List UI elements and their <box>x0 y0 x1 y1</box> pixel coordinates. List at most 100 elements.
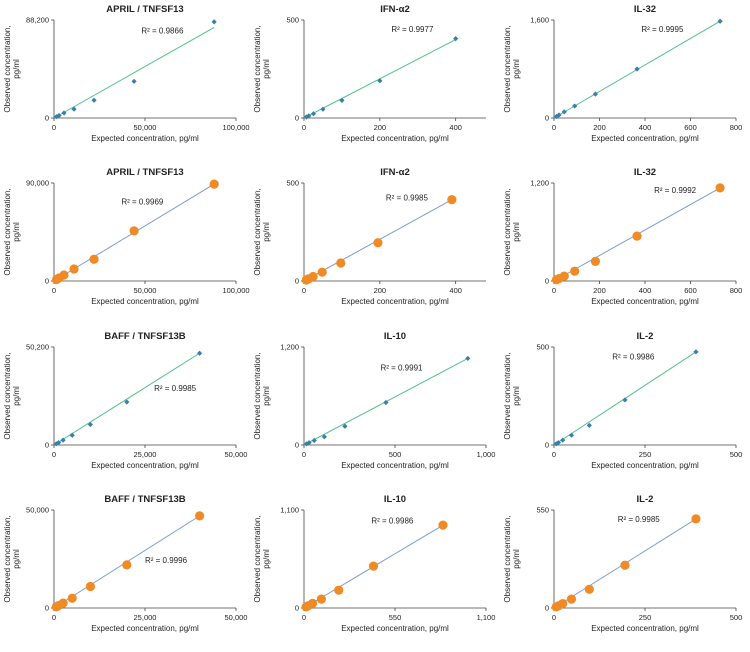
data-point <box>131 78 137 84</box>
x-tick-label: 800 <box>730 123 743 132</box>
data-point <box>622 397 628 403</box>
r-squared-label: R² = 0.9996 <box>145 556 188 565</box>
x-tick-label: 100,000 <box>222 286 249 295</box>
y-tick-label: 0 <box>295 604 299 613</box>
x-tick-label: 50,000 <box>134 286 157 295</box>
chart-title: IL-2 <box>637 494 654 505</box>
x-tick-label: 200 <box>374 286 387 295</box>
x-tick-label: 400 <box>639 123 652 132</box>
y-tick-label: 0 <box>545 277 549 286</box>
y-axis-label: pg/ml <box>262 59 271 79</box>
y-axis-label: Observed concentration, <box>253 188 262 275</box>
x-tick-label: 0 <box>302 613 306 622</box>
x-tick-label: 0 <box>52 450 56 459</box>
x-tick-label: 200 <box>593 123 606 132</box>
chart-panel: IFN-α2 0 200 400 0 500 Expected concentration,… <box>253 4 486 143</box>
data-point <box>572 103 578 109</box>
data-point <box>197 350 203 356</box>
y-tick-label: 0 <box>45 441 49 450</box>
y-axis-label: pg/ml <box>12 222 21 242</box>
x-axis-label: Expected concentration, pg/ml <box>341 297 449 306</box>
y-axis-label: Observed concentration, <box>503 25 512 112</box>
y-axis-label: Observed concentration, <box>3 515 12 602</box>
x-tick-label: 1,000 <box>477 450 496 459</box>
data-point <box>211 19 217 25</box>
x-axis-label: Expected concentration, pg/ml <box>91 297 199 306</box>
chart-panel: IL-10 0 500 1,000 0 1,200 Expected concentrati… <box>253 331 496 470</box>
data-point <box>553 113 560 120</box>
y-tick-label: 50,000 <box>26 506 49 515</box>
x-tick-label: 0 <box>52 286 56 295</box>
data-point <box>566 594 577 604</box>
data-point <box>316 594 326 604</box>
y-tick-label: 1,100 <box>280 506 299 515</box>
x-tick-label: 250 <box>639 450 652 459</box>
y-axis-label: pg/ml <box>512 386 521 406</box>
y-axis-label: Observed concentration, <box>503 515 512 602</box>
y-tick-label: 0 <box>45 114 49 123</box>
chart-panel: APRIL / TNFSF13 0 50,000 100,000 0 88,200 Expe… <box>3 4 250 143</box>
x-axis-label: Expected concentration, pg/ml <box>91 461 199 470</box>
y-axis-label: pg/ml <box>512 59 521 79</box>
y-axis-label: pg/ml <box>262 549 271 569</box>
data-point <box>85 581 95 592</box>
x-tick-label: 400 <box>449 123 462 132</box>
x-tick-label: 0 <box>302 286 306 295</box>
chart-title: IL-10 <box>384 494 406 505</box>
y-axis-label: Observed concentration, <box>3 188 12 275</box>
y-axis-label: Observed concentration, <box>3 25 12 112</box>
chart-title: IL-2 <box>637 331 654 342</box>
x-tick-label: 400 <box>639 286 652 295</box>
x-tick-label: 550 <box>389 613 402 622</box>
y-tick-label: 0 <box>45 604 49 613</box>
y-tick-label: 500 <box>536 343 549 352</box>
data-point <box>56 112 62 119</box>
r-squared-label: R² = 0.9985 <box>386 194 429 203</box>
data-point <box>590 256 601 266</box>
y-tick-label: 500 <box>286 179 299 188</box>
r-squared-label: R² = 0.9992 <box>654 186 697 195</box>
x-tick-label: 500 <box>730 613 743 622</box>
y-tick-label: 0 <box>545 114 549 123</box>
y-tick-label: 0 <box>45 277 49 286</box>
y-tick-label: 50,200 <box>26 343 49 352</box>
x-tick-label: 50,000 <box>225 613 248 622</box>
x-axis-label: Expected concentration, pg/ml <box>591 297 699 306</box>
y-axis-label: pg/ml <box>512 549 521 569</box>
chart-title: IL-32 <box>634 167 656 178</box>
data-point <box>620 560 630 570</box>
data-point <box>69 432 75 438</box>
data-point <box>334 585 344 595</box>
data-point <box>51 602 61 612</box>
data-point <box>91 97 97 103</box>
data-point <box>89 254 99 264</box>
data-point <box>67 593 77 603</box>
r-squared-label: R² = 0.9986 <box>612 353 655 362</box>
x-tick-label: 400 <box>449 286 462 295</box>
y-tick-label: 0 <box>545 441 549 450</box>
y-axis-label: Observed concentration, <box>253 25 262 112</box>
x-tick-label: 100,000 <box>222 123 249 132</box>
y-axis-label: Observed concentration, <box>503 352 512 439</box>
x-tick-label: 0 <box>302 123 306 132</box>
x-axis-label: Expected concentration, pg/ml <box>591 624 699 633</box>
r-squared-label: R² = 0.9977 <box>391 25 434 34</box>
y-tick-label: 88,200 <box>26 16 49 25</box>
y-axis-label: Observed concentration, <box>253 352 262 439</box>
data-point <box>129 226 139 236</box>
chart-title: BAFF / TNFSF13B <box>104 494 185 505</box>
data-point <box>301 275 311 285</box>
y-tick-label: 0 <box>295 441 299 450</box>
x-axis-label: Expected concentration, pg/ml <box>591 134 699 143</box>
x-tick-label: 200 <box>374 123 387 132</box>
data-point <box>568 432 575 438</box>
data-point <box>438 520 448 530</box>
y-axis-label: pg/ml <box>12 549 21 569</box>
data-point <box>584 584 594 594</box>
x-axis-label: Expected concentration, pg/ml <box>341 134 449 143</box>
y-tick-label: 90,000 <box>26 179 49 188</box>
x-tick-label: 0 <box>302 450 306 459</box>
x-tick-label: 200 <box>593 286 606 295</box>
data-point <box>447 195 457 205</box>
x-tick-label: 600 <box>684 123 697 132</box>
